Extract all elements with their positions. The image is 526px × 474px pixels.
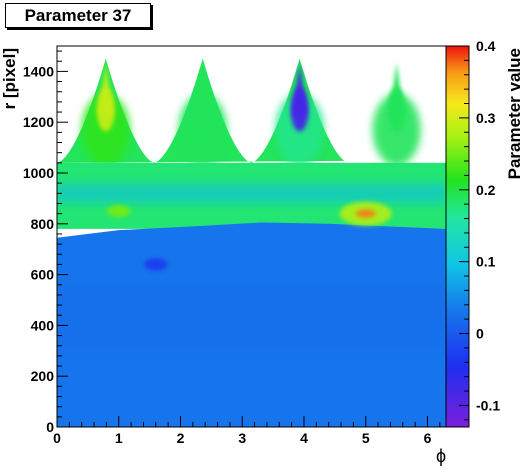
axis-ticks: 0 1 2 3 4 5 6 0 200 400 600 800 1000 1200 1400	[23, 50, 441, 446]
y-tick-label: 400	[31, 317, 55, 333]
x-tick-label: 4	[300, 430, 308, 446]
x-tick-label: 6	[424, 430, 432, 446]
x-tick-label: 5	[362, 430, 370, 446]
z-tick-label: 0.4	[476, 38, 496, 54]
petal-peak-4	[387, 87, 406, 132]
x-tick-label: 3	[238, 430, 246, 446]
color-scale-bar	[445, 45, 470, 428]
color-scale-ticks: -0.1 0 0.1 0.2 0.3 0.4	[459, 38, 500, 421]
chart-title: Parameter 37	[24, 5, 132, 25]
color-scale-label: Parameter value	[505, 48, 524, 179]
x-tick-label: 0	[53, 430, 61, 446]
x-tick-label: 2	[177, 430, 185, 446]
chart-title-box: Parameter 37	[5, 3, 151, 28]
y-axis-label: r [pixel]	[0, 48, 19, 109]
hotspot-2	[112, 208, 125, 215]
x-tick-label: 1	[115, 430, 123, 446]
z-tick-label: 0	[476, 326, 484, 342]
z-tick-label: 0.1	[476, 254, 496, 270]
x-axis-label: ϕ	[436, 446, 446, 466]
z-tick-label: 0.3	[476, 110, 496, 126]
petal-peak-2	[193, 87, 212, 132]
petal-peak-3	[290, 87, 309, 132]
y-tick-label: 1200	[23, 114, 54, 130]
hotspot-1	[355, 209, 376, 218]
y-tick-label: 1400	[23, 63, 54, 79]
inner-shade	[57, 284, 446, 351]
petal-peak-1	[96, 87, 115, 132]
heatmap-area	[57, 58, 446, 427]
transition-band-inner	[57, 183, 446, 204]
y-tick-label: 200	[31, 368, 55, 384]
z-tick-label: 0.2	[476, 182, 496, 198]
z-tick-label: -0.1	[476, 397, 500, 413]
y-tick-label: 1000	[23, 165, 54, 181]
y-tick-label: 800	[31, 216, 55, 232]
hotspot-3	[149, 261, 162, 268]
y-tick-label: 600	[31, 267, 55, 283]
y-tick-label: 0	[46, 419, 54, 435]
